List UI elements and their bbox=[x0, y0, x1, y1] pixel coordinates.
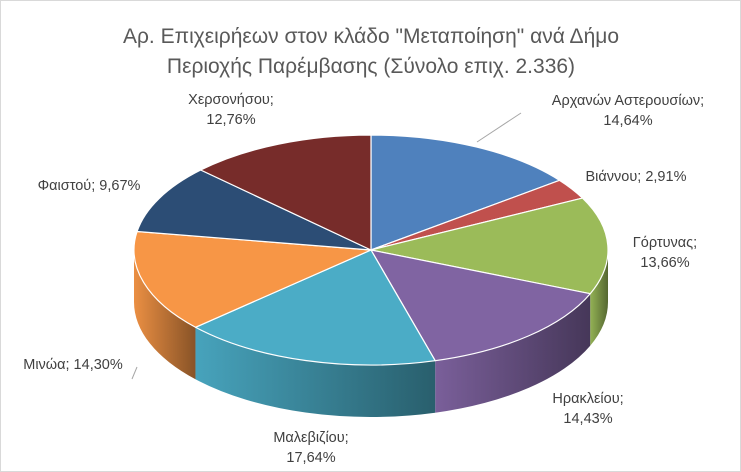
data-label-3: Ηρακλείου; 14,43% bbox=[552, 391, 623, 427]
chart-title-line-1: Αρ. Επιχειρήεων στον κλάδο "Μεταποίηση" … bbox=[123, 25, 619, 48]
data-label-7: Χερσονήσου; 12,76% bbox=[188, 92, 274, 128]
pie-side-3 bbox=[435, 293, 591, 413]
pie-sides bbox=[134, 250, 608, 417]
data-label-4: Μαλεβιζίου; 17,64% bbox=[273, 430, 348, 466]
pie-tops bbox=[133, 134, 609, 366]
data-label-1: Βιάννου; 2,91% bbox=[586, 169, 687, 185]
data-label-0: Αρχανών Αστερουσίων; 14,64% bbox=[552, 93, 704, 129]
pie-labels: Αρχανών Αστερουσίων; 14,64% Βιάννου; 2,91%… bbox=[23, 92, 704, 466]
leader-lines bbox=[131, 112, 522, 380]
pie-slice-6 bbox=[136, 169, 372, 251]
leader-line-5 bbox=[131, 366, 138, 380]
pie-side-4 bbox=[195, 327, 436, 417]
chart-title-line-2: Περιοχής Παρέμβασης (Σύνολο επιχ. 2.336) bbox=[167, 55, 575, 78]
pie-slice-2 bbox=[370, 197, 609, 295]
pie-slice-0 bbox=[370, 134, 561, 251]
pie-side-5 bbox=[134, 250, 196, 380]
pie-slice-5 bbox=[133, 230, 372, 328]
data-label-2: Γόρτυνας; 13,66% bbox=[633, 235, 697, 271]
leader-line-0 bbox=[476, 112, 522, 143]
pie-side-2 bbox=[590, 250, 608, 346]
data-label-6: Φαιστού; 9,67% bbox=[38, 178, 141, 194]
pie-slice-4 bbox=[194, 249, 436, 366]
pie-slice-3 bbox=[370, 249, 591, 362]
data-label-5: Μινώα; 14,30% bbox=[23, 357, 123, 373]
pie-slice-7 bbox=[200, 134, 372, 251]
